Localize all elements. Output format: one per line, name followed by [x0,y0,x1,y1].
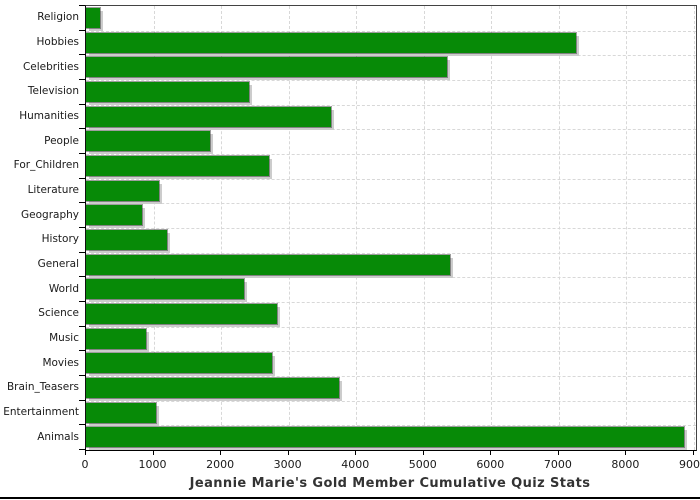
bar-music [84,327,148,350]
bottom-border-line [0,497,700,499]
x-axis-tick-mark [85,450,86,455]
chart-title: Jeannie Marie's Gold Member Cumulative Q… [189,476,591,491]
category-label-history: History [41,233,79,246]
bar-science [84,303,279,325]
gridline-horizontal [86,425,696,427]
y-axis-tick-mark [79,227,85,228]
x-axis-tick-mark [355,450,357,455]
bar-general [84,253,452,276]
x-axis-tick-label: 7000 [543,458,572,471]
x-axis-tick-mark [557,450,559,455]
x-axis-tick-mark [490,450,492,455]
gridline-horizontal [86,228,696,229]
bar-movies [84,352,274,375]
bar-history [84,229,169,251]
y-axis-tick-mark [79,202,85,204]
y-axis-tick-mark [79,5,85,6]
x-axis-tick-label: 1000 [138,458,167,471]
category-label-movies: Movies [42,356,79,369]
category-label-humanities: Humanities [19,110,79,122]
category-label-celebrities: Celebrities [22,60,79,73]
gridline-horizontal [86,326,696,328]
y-axis-tick-mark [79,399,85,401]
y-axis-tick-mark [79,79,85,80]
y-axis-tick-mark [79,128,85,130]
x-axis-tick-label: 2000 [206,458,235,471]
y-axis-tick-mark [79,54,85,56]
bar-geography [84,204,144,227]
y-axis-tick-mark [79,449,85,450]
x-axis-tick-label: 6000 [476,458,505,471]
category-label-hobbies: Hobbies [36,36,80,48]
category-label-television: Television [27,85,79,98]
gridline-horizontal [86,252,696,254]
category-label-geography: Geography [21,208,79,221]
gridline-horizontal [86,203,696,205]
x-axis-tick-mark [625,450,627,455]
gridline-horizontal [86,400,696,402]
x-axis-tick-mark [692,450,694,455]
category-label-world: World [48,282,79,295]
x-axis-tick-label: 8000 [611,458,640,471]
bar-literature [85,179,160,202]
gridline-horizontal [86,104,696,106]
gridline-horizontal [86,80,696,81]
x-axis-tick-label: 3000 [273,458,302,471]
category-label-animals: Animals [37,430,79,443]
y-axis-tick-mark [79,153,85,154]
y-axis-tick-mark [79,350,85,352]
x-axis-tick-mark [287,450,289,455]
bar-television [84,81,251,103]
y-axis-tick-mark [79,325,85,327]
bar-animals [85,426,685,449]
bar-celebrities [85,56,448,79]
gridline-horizontal [86,302,696,303]
x-axis-tick-mark [422,450,424,455]
y-axis-tick-mark [79,29,85,31]
category-label-general: General [37,258,79,270]
y-axis-tick-mark [79,424,85,426]
plot-area [84,5,697,451]
x-axis-tick-label: 5000 [408,458,437,471]
x-axis-tick-mark [152,450,154,455]
category-label-science: Science [38,307,79,320]
bar-hobbies [85,31,577,54]
x-axis-tick-label: 0 [81,458,89,471]
category-label-music: Music [49,332,79,344]
x-axis-tick-mark [220,450,222,455]
category-label-brain_teasers: Brain_Teasers [6,381,79,394]
bar-people [84,130,212,153]
x-axis-tick-label: 4000 [341,458,370,471]
bar-religion [85,7,101,29]
y-axis-tick-mark [79,375,85,376]
category-label-religion: Religion [37,11,79,24]
gridline-horizontal [86,129,696,131]
y-axis-tick-mark [79,301,85,302]
gridline-horizontal [86,55,696,57]
y-axis-tick-mark [79,177,85,179]
x-axis-tick-label: 9000 [678,458,700,471]
category-label-for_children: For_Children [13,159,79,172]
bar-for_children [84,155,271,177]
y-axis-tick-mark [79,103,85,105]
category-label-people: People [44,134,79,147]
category-label-literature: Literature [27,184,79,196]
gridline-horizontal [86,351,696,353]
bar-humanities [85,105,332,128]
category-label-entertainment: Entertainment [3,406,79,418]
bar-entertainment [84,401,158,424]
gridline-horizontal [86,30,696,32]
bar-world [84,278,246,301]
y-axis-tick-mark [79,276,85,278]
gridline-horizontal [86,154,696,155]
gridline-horizontal [86,178,696,180]
y-axis-tick-mark [79,251,85,253]
gridline-horizontal [86,277,696,279]
bar-brain_teasers [85,377,340,399]
gridline-horizontal [86,376,696,377]
